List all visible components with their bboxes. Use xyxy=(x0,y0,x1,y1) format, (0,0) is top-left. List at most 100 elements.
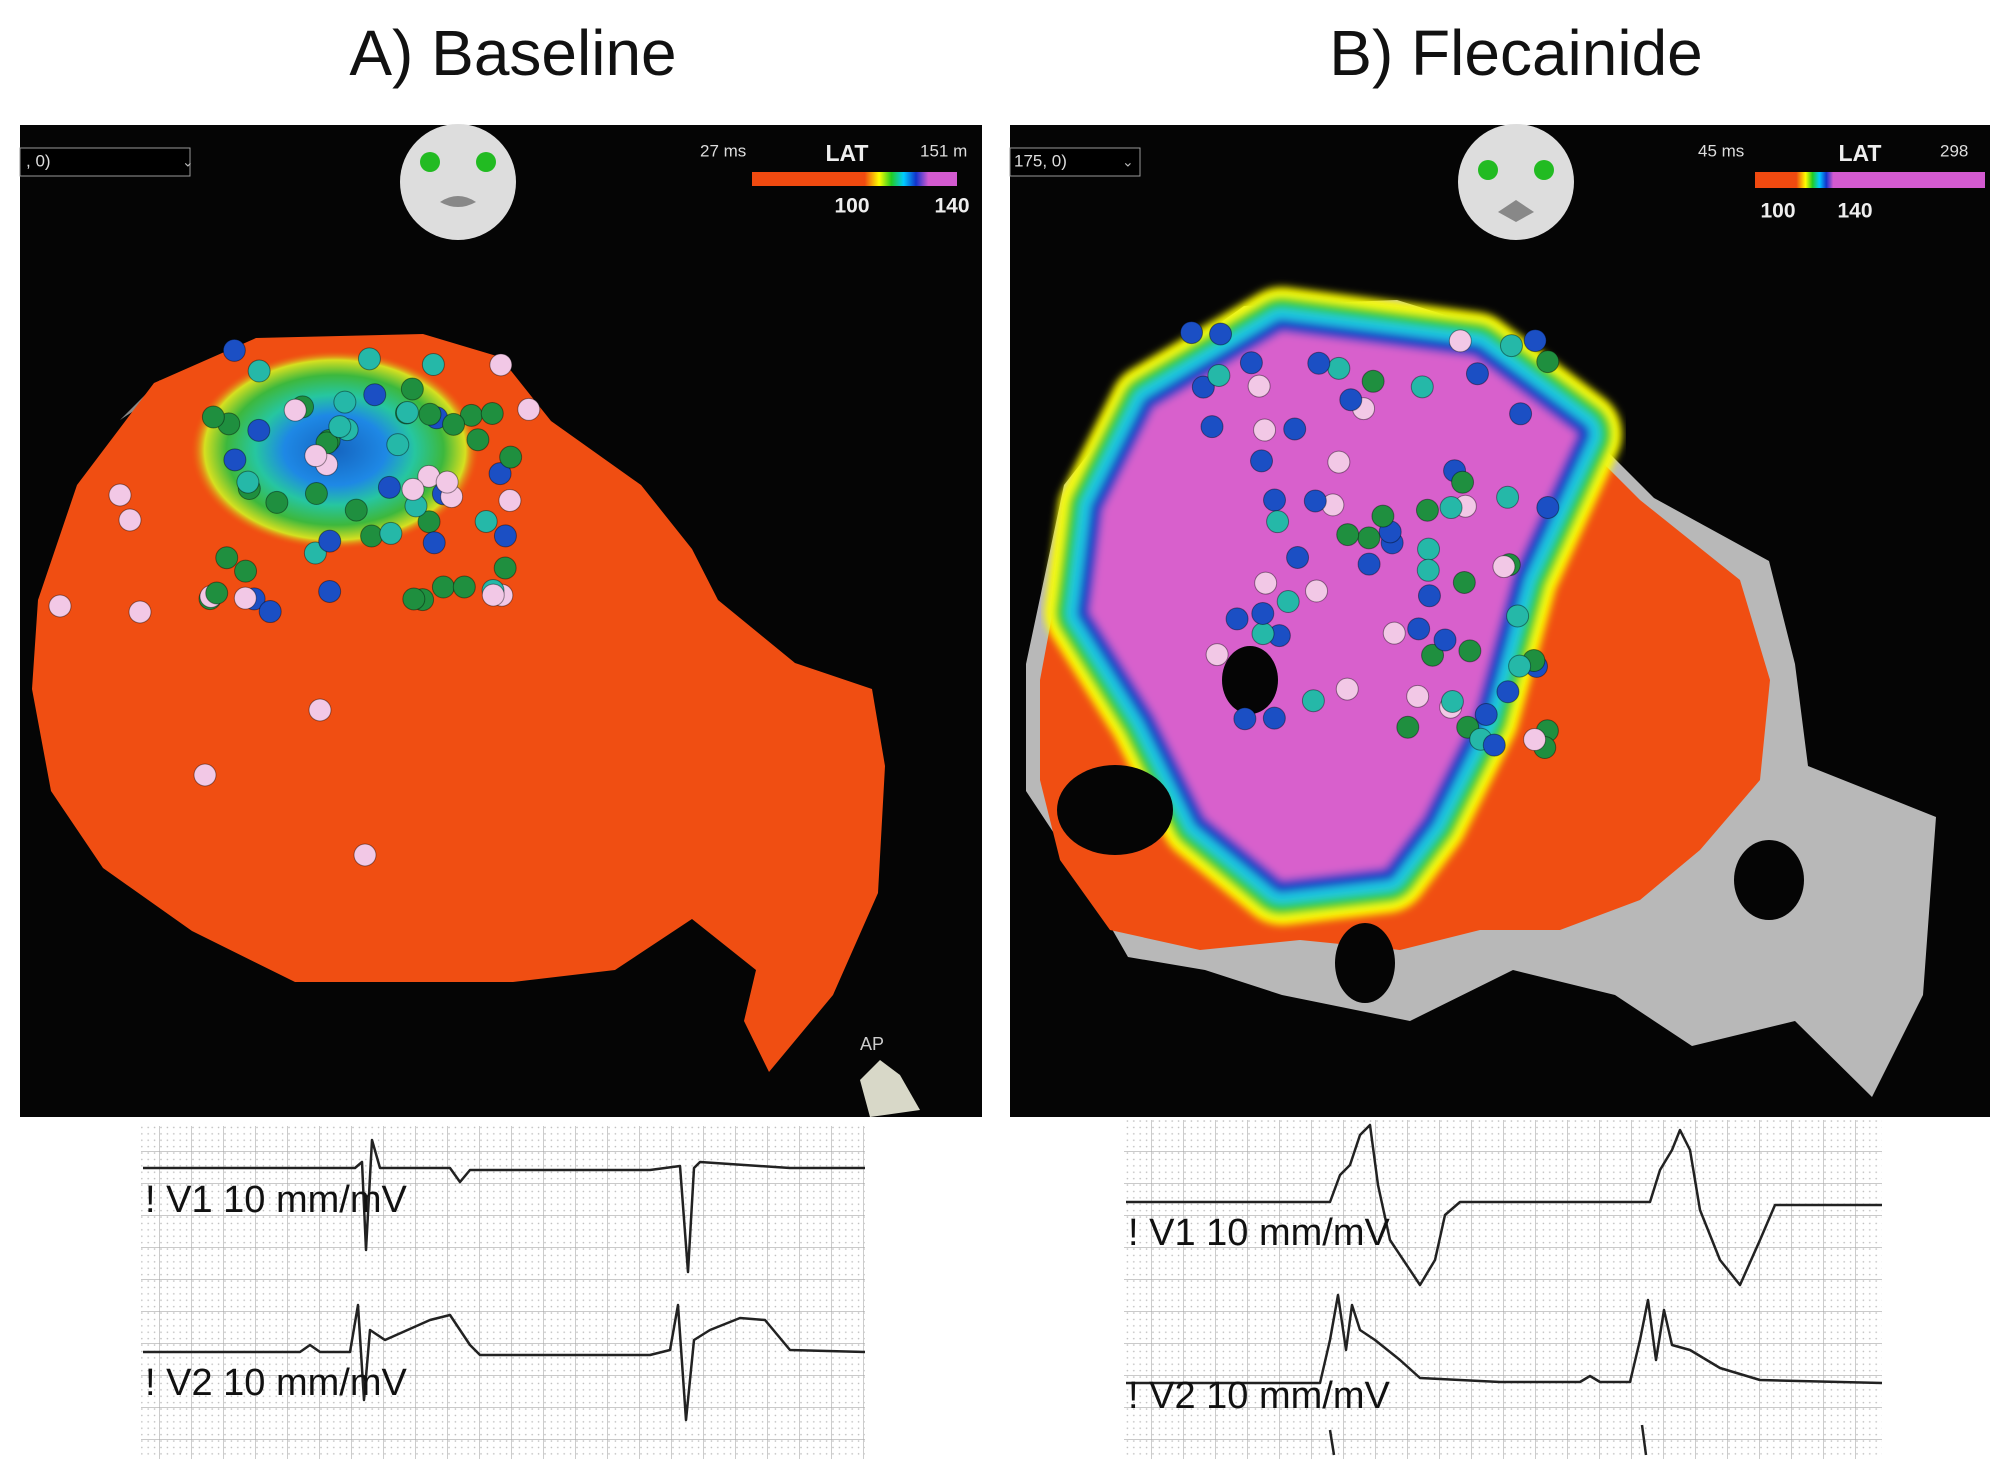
dropdown-arrow: ⌄ xyxy=(1122,154,1134,170)
mapping-point xyxy=(1283,417,1307,441)
orientation-face xyxy=(1458,124,1574,240)
mapping-point xyxy=(1209,322,1233,346)
mapping-point xyxy=(481,583,505,607)
lat-min: 45 ms xyxy=(1698,141,1744,160)
mapping-point xyxy=(488,462,512,486)
mapping-point xyxy=(1415,498,1439,522)
mapping-point xyxy=(1407,617,1431,641)
mapping-point xyxy=(1179,321,1203,345)
mapping-point xyxy=(498,488,522,512)
dropdown[interactable] xyxy=(19,147,191,177)
scale-tick: 100 xyxy=(1760,200,1795,223)
dropdown[interactable] xyxy=(1009,147,1141,177)
vein-ostium xyxy=(1057,765,1173,855)
mapping-point xyxy=(517,397,541,421)
mapping-point xyxy=(1301,689,1325,713)
lead-label: ! V2 10 mm/mV xyxy=(1128,1375,1390,1417)
mapping-point xyxy=(1305,579,1329,603)
face-mouth xyxy=(1498,200,1534,222)
mapping-point xyxy=(1536,495,1560,519)
lead-label: ! V2 10 mm/mV xyxy=(145,1362,407,1404)
mapping-point xyxy=(1433,628,1457,652)
mapping-point xyxy=(431,575,455,599)
ecg-trace xyxy=(143,1138,865,1274)
mapping-point xyxy=(418,402,442,426)
mapping-point xyxy=(1448,329,1472,353)
mapping-point xyxy=(1396,715,1420,739)
mapping-point xyxy=(193,763,217,787)
mapping-point xyxy=(318,529,342,553)
mapping-point xyxy=(1251,622,1275,646)
mapping-point xyxy=(400,377,424,401)
mapping-point xyxy=(1382,621,1406,645)
mapping-point xyxy=(1239,351,1263,375)
mapping-point xyxy=(1536,350,1560,374)
mapping-point xyxy=(1335,677,1359,701)
mapping-point xyxy=(1250,449,1274,473)
mapping-point xyxy=(1492,555,1516,579)
color-bar xyxy=(1755,172,1985,188)
mapping-point xyxy=(1263,488,1287,512)
mapping-point xyxy=(1225,607,1249,631)
mapping-point xyxy=(442,412,466,436)
mapping-point xyxy=(223,448,247,472)
dropdown-arrow: ⌄ xyxy=(182,154,194,170)
mapping-point xyxy=(1286,546,1310,570)
mapping-point xyxy=(247,418,271,442)
mapping-point xyxy=(1233,707,1257,731)
mapping-point xyxy=(1509,402,1533,426)
mapping-point xyxy=(363,383,387,407)
mapping-point xyxy=(1327,356,1351,380)
ecg-strip: ! V1 10 mm/mV ! V2 10 mm/mV xyxy=(141,1126,866,1459)
map-panel: 175, 0) ⌄ 45 ms LAT 298 100 140 xyxy=(1009,124,1990,1117)
mapping-point xyxy=(377,475,401,499)
orientation-face xyxy=(400,124,516,240)
mapping-point xyxy=(357,347,381,371)
mapping-point xyxy=(1416,558,1440,582)
mapping-point xyxy=(466,428,490,452)
mapping-point xyxy=(1303,489,1327,513)
scale-tick: 140 xyxy=(934,195,969,218)
mapping-point xyxy=(333,390,357,414)
orientation-icon xyxy=(860,1060,920,1117)
mapping-point xyxy=(360,524,384,548)
mapping-point xyxy=(1251,601,1275,625)
mapping-point xyxy=(201,405,225,429)
mapping-point xyxy=(480,401,504,425)
mapping-point xyxy=(493,524,517,548)
mapping-point xyxy=(499,445,523,469)
mapping-point xyxy=(108,483,132,507)
mapping-point xyxy=(1440,689,1464,713)
mapping-point xyxy=(48,594,72,618)
lat-max: 298 xyxy=(1940,141,1968,160)
mapping-point xyxy=(1276,590,1300,614)
mapping-point xyxy=(474,509,498,533)
map-panel: , 0) ⌄ 27 ms LAT 151 m 100 140 AP xyxy=(19,124,982,1117)
ecg-trace xyxy=(143,1303,866,1422)
mapping-point xyxy=(1458,639,1482,663)
face-eye xyxy=(1478,160,1498,180)
mapping-point xyxy=(236,470,260,494)
ecg-trace xyxy=(1640,1424,1648,1456)
mapping-point xyxy=(1496,485,1520,509)
panel-title: A) Baseline xyxy=(349,17,676,89)
ecg-grid xyxy=(141,1126,865,1459)
mapping-point xyxy=(1499,334,1523,358)
mapping-point xyxy=(283,398,307,422)
mapping-point xyxy=(1406,684,1430,708)
mapping-point xyxy=(328,415,352,439)
mapping-point xyxy=(1482,733,1506,757)
mapping-point xyxy=(1452,570,1476,594)
lat-max: 151 m xyxy=(920,141,967,160)
mapping-point xyxy=(1254,571,1278,595)
mapping-point xyxy=(1465,362,1489,386)
mapping-point xyxy=(1474,702,1498,726)
mapping-point xyxy=(489,353,513,377)
ecg-trace xyxy=(1126,1123,1882,1287)
color-bar xyxy=(752,172,957,186)
mapping-point xyxy=(386,433,410,457)
mapping-point xyxy=(1506,604,1530,628)
lat-label: LAT xyxy=(825,140,868,166)
face-mouth xyxy=(440,196,476,207)
mapping-point xyxy=(1361,369,1385,393)
